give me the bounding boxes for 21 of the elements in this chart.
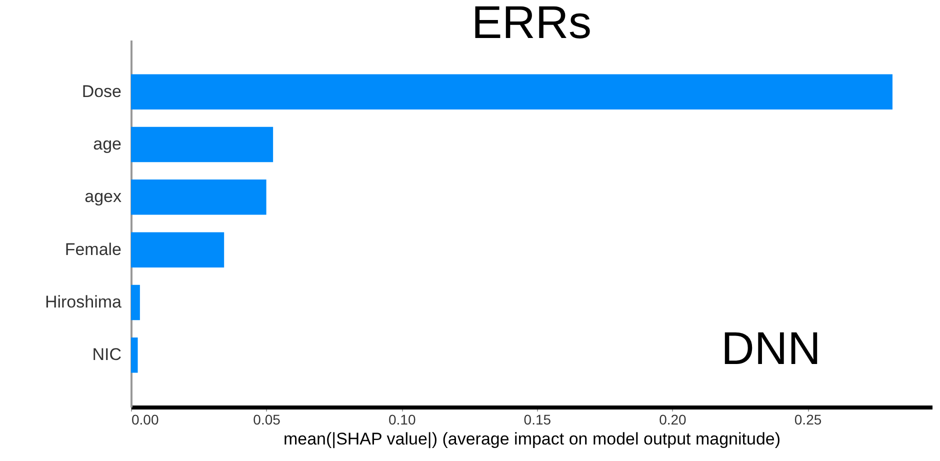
bar: [131, 232, 224, 268]
y-tick-label: Dose: [82, 82, 122, 101]
bar: [131, 180, 266, 215]
x-tick-label: 0.00: [132, 412, 159, 428]
x-tick-label: 0.10: [388, 412, 416, 428]
bar: [131, 126, 274, 162]
bar: [131, 284, 140, 320]
x-tick-label: 0.05: [253, 412, 281, 428]
y-tick-label: agex: [84, 187, 122, 206]
x-tick-label: 0.25: [794, 412, 822, 428]
y-tick-label: Female: [64, 240, 122, 259]
x-tick-label: 0.15: [524, 412, 552, 428]
y-tick-label: age: [93, 134, 122, 154]
y-tick-label: NIC: [92, 345, 122, 364]
chart-title: ERRs: [471, 0, 592, 48]
x-axis-title: mean(|SHAP value|) (average impact on model output magnitude): [283, 430, 781, 448]
annotation: DNN: [721, 322, 821, 374]
y-tick-label: Hiroshima: [44, 292, 122, 312]
bar: [131, 337, 138, 373]
x-tick-label: 0.20: [659, 412, 687, 428]
bar: [131, 74, 892, 110]
